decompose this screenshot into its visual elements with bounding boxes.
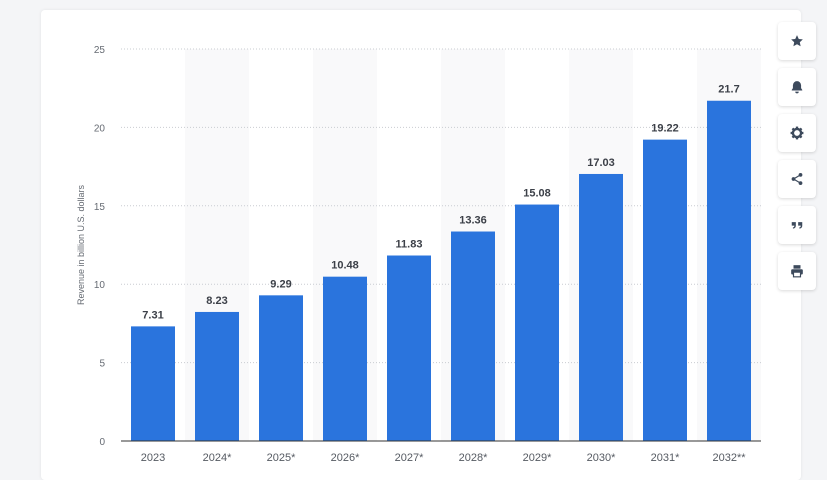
x-tick-label: 2023 [141,452,165,464]
data-label: 17.03 [587,157,615,169]
chart-toolbar [778,22,816,298]
value-labels: 7.31 8.23 9.29 10.48 11.83 13.36 15.08 17.03 19.… [142,84,739,322]
cite-button[interactable] [778,206,816,244]
data-label: 19.22 [651,123,679,135]
x-tick-label: 2031* [651,452,680,464]
bar[interactable] [707,100,751,441]
notification-button[interactable] [778,68,816,106]
bars [131,100,751,441]
y-tick-label: 25 [94,45,106,56]
x-tick-label: 2030* [587,452,616,464]
star-icon [790,34,804,48]
y-tick-label: 0 [99,437,105,448]
print-button[interactable] [778,252,816,290]
data-label: 21.7 [718,84,739,96]
bar[interactable] [195,311,239,441]
bar[interactable] [323,276,367,441]
data-label: 15.08 [523,188,551,200]
settings-button[interactable] [778,114,816,152]
data-label: 11.83 [396,239,423,251]
data-label: 9.29 [270,278,291,290]
x-tick-label: 2026* [331,452,360,464]
bell-icon [790,80,804,94]
y-axis-label: Revenue in billion U.S. dollars [76,184,86,305]
data-label: 10.48 [331,260,359,272]
bar[interactable] [643,139,687,441]
gear-icon [790,126,804,140]
x-tick-label: 2027* [395,452,424,464]
share-icon [790,172,804,186]
y-axis-ticks: 0 5 10 15 20 25 [94,45,106,448]
x-tick-label: 2024* [203,452,232,464]
data-label: 13.36 [459,215,487,227]
bar[interactable] [131,326,175,441]
y-tick-label: 5 [99,359,105,370]
favorite-button[interactable] [778,22,816,60]
x-tick-label: 2028* [459,452,488,464]
y-tick-label: 15 [94,202,106,213]
x-tick-label: 2025* [267,452,296,464]
data-label: 7.31 [142,309,163,321]
bar[interactable] [387,255,431,441]
bar[interactable] [259,295,303,441]
bar-chart: 0 5 10 15 20 25 7.31 8.23 9.29 10.48 11.83 13.36 15… [76,45,761,464]
data-label: 8.23 [206,295,227,307]
print-icon [790,264,804,278]
bar[interactable] [515,204,559,441]
bar[interactable] [451,231,495,441]
y-tick-label: 20 [94,123,106,134]
y-tick-label: 10 [94,280,106,291]
bar[interactable] [579,173,623,441]
quote-icon [790,218,804,232]
x-axis-ticks: 2023 2024* 2025* 2026* 2027* 2028* 2029* 2030* 2… [141,452,746,464]
share-button[interactable] [778,160,816,198]
x-tick-label: 2029* [523,452,552,464]
x-tick-label: 2032** [712,452,746,464]
